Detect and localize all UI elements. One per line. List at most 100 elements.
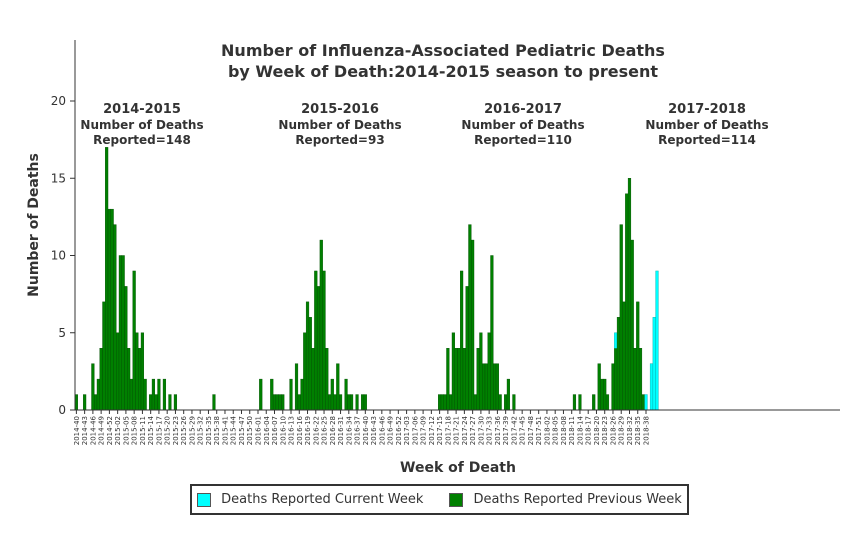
bar-previous-week [630,239,634,411]
bar-previous-week [303,332,307,411]
bar-previous-week [319,239,323,411]
season-label: 2016-2017 [484,102,562,117]
bar-previous-week [294,363,299,411]
bar-previous-week [102,301,106,411]
x-tick-label: 2016-31 [337,416,345,445]
bar-previous-week [272,394,277,411]
bar-previous-week [138,348,142,411]
x-tick-label: 2017-15 [436,416,444,445]
x-tick-label: 2017-06 [411,415,419,445]
x-tick-label: 2018-05 [552,416,560,445]
bar-previous-week [314,270,318,411]
chart: Number of Influenza-Associated Pediatric… [26,40,840,476]
x-tick-label: 2015-47 [238,416,246,445]
x-tick-label: 2015-14 [147,415,155,445]
y-tick-label: 0 [58,403,66,417]
bar-previous-week [322,270,326,411]
y-tick-label: 10 [51,249,66,263]
x-tick-label: 2015-23 [172,416,180,445]
x-tick-label: 2017-30 [477,416,485,445]
x-tick-label: 2015-20 [164,416,172,445]
x-tick-label: 2017-27 [469,416,477,445]
bar-previous-week [512,394,516,411]
bar-previous-week [614,348,618,411]
bar-previous-week [110,208,114,411]
bar-previous-week [99,348,103,411]
x-tick-label: 2016-40 [362,416,370,445]
bar-previous-week [592,394,596,411]
bar-previous-week [338,394,343,411]
bar-previous-week [597,363,601,411]
x-tick-label: 2016-37 [354,416,362,445]
x-tick-label: 2015-35 [205,416,213,445]
x-tick-label: 2016-52 [395,416,403,445]
bar-previous-week [451,332,455,411]
bar-previous-week [124,286,128,411]
season-deaths-label: Number of Deaths [80,118,203,132]
bar-previous-week [622,301,626,411]
bar-previous-week [275,394,279,411]
bar-previous-week [482,363,486,411]
y-axis-title: Number of Deaths [26,153,42,297]
bar-previous-week [316,286,321,411]
bar-previous-week [157,378,161,411]
x-axis-ticks: 2014-40 2014-43 2014-46 2014-49 2014-52 2015-… [73,410,650,445]
x-tick-label: 2014-52 [106,416,114,445]
bar-previous-week [154,394,158,411]
legend-item-previous: Deaths Reported Previous Week [449,492,682,507]
x-tick-label: 2018-02 [543,416,551,445]
bar-previous-week [578,394,582,411]
bar-previous-week [333,394,337,411]
bar-previous-week [168,394,172,411]
bar-previous-week [460,270,464,411]
bar-previous-week [438,394,442,411]
legend: Deaths Reported Current Week Deaths Repo… [190,484,689,515]
bar-previous-week [490,255,494,411]
bar-previous-week [457,348,461,411]
bar-previous-week [633,348,637,411]
bar-previous-week [107,208,111,411]
bar-previous-week [105,147,109,411]
x-tick-label: 2018-26 [609,415,617,445]
x-tick-label: 2017-36 [494,415,502,445]
season-label: 2017-2018 [668,102,746,117]
x-tick-label: 2016-49 [387,416,395,445]
x-tick-label: 2018-29 [618,416,626,445]
bar-previous-week [118,255,122,411]
season-reported-count: Reported=148 [93,133,191,147]
bar-previous-week [487,332,491,411]
bar-previous-week [132,270,136,411]
bar-previous-week [363,394,367,411]
bar-current-week [644,394,648,411]
bar-previous-week [611,363,615,411]
bar-previous-week [476,348,480,411]
x-tick-label: 2014-43 [81,416,89,445]
x-tick-label: 2016-46 [378,415,386,445]
bar-previous-week [308,317,312,411]
bar-previous-week [605,394,610,411]
x-tick-label: 2015-41 [221,416,229,445]
bar-previous-week [616,317,621,411]
x-tick-label: 2017-24 [461,415,469,445]
bar-previous-week [625,193,629,411]
bar-previous-week [504,394,508,411]
bar-previous-week [297,394,301,411]
bar-previous-week [479,332,483,411]
x-tick-label: 2017-09 [420,416,428,445]
x-tick-label: 2018-20 [593,416,601,445]
bar-previous-week [127,348,131,411]
x-tick-label: 2016-19 [304,416,312,445]
x-tick-label: 2017-12 [428,416,436,445]
x-tick-label: 2017-39 [502,416,510,445]
season-reported-count: Reported=93 [295,133,384,147]
x-tick-label: 2016-01 [254,416,262,445]
x-tick-label: 2018-32 [626,416,634,445]
season-deaths-label: Number of Deaths [461,118,584,132]
x-tick-label: 2015-26 [180,415,188,445]
legend-item-current: Deaths Reported Current Week [197,492,423,507]
bar-previous-week [468,224,472,411]
x-tick-label: 2015-44 [230,415,238,445]
bar-previous-week [506,378,510,411]
